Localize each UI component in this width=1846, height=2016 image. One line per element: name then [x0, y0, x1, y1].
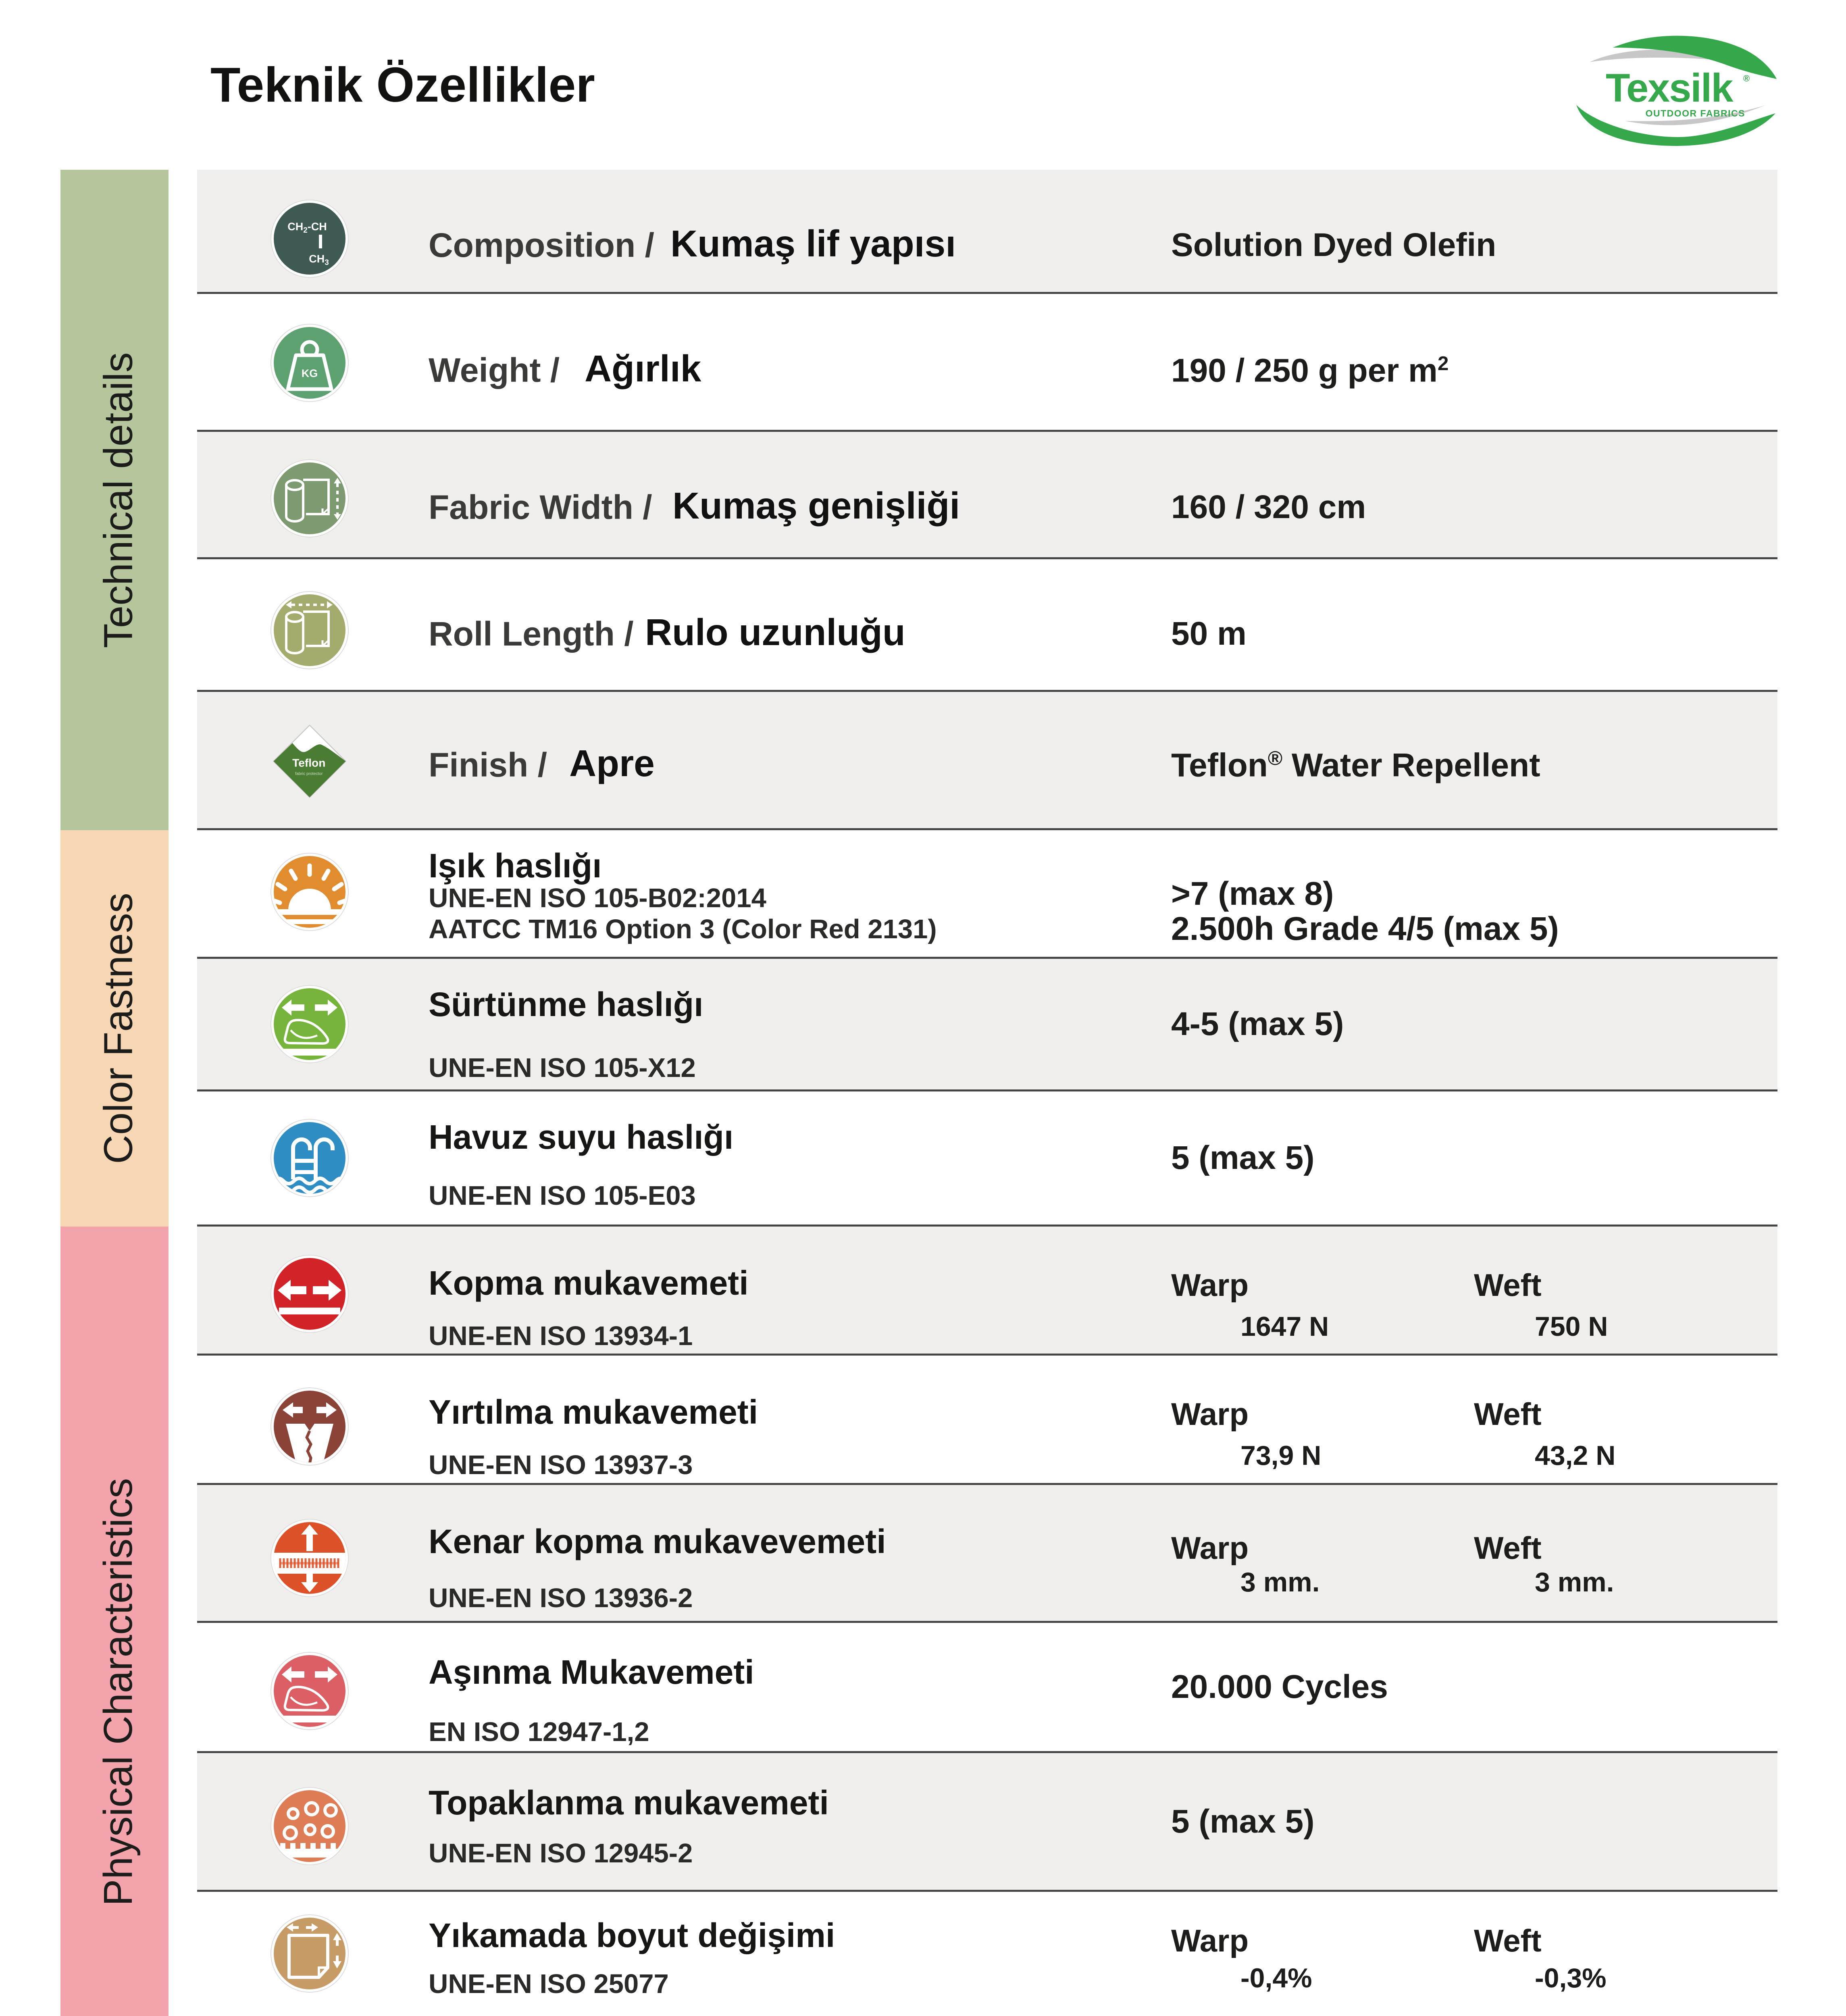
svg-text:®: ® — [1743, 73, 1750, 83]
svg-text:OUTDOOR FABRICS: OUTDOOR FABRICS — [1646, 108, 1745, 119]
svg-text:CH2-CH: CH2-CH — [287, 221, 327, 235]
svg-text:fabric protector: fabric protector — [295, 772, 323, 776]
svg-text:Texsilk: Texsilk — [1606, 65, 1734, 110]
svg-text:Teflon: Teflon — [292, 757, 325, 769]
svg-text:KG: KG — [302, 367, 318, 379]
